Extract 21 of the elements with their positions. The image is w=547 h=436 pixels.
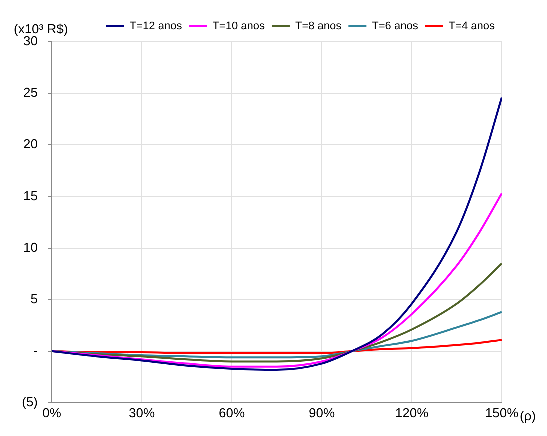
legend-label: T=4 anos xyxy=(448,20,496,33)
y-tick-label: 5 xyxy=(30,291,38,306)
y-tick-label: 15 xyxy=(24,188,38,204)
legend-label: T=6 anos xyxy=(372,20,419,33)
legend-label: T=12 anos xyxy=(130,20,183,33)
y-tick-label: (5) xyxy=(22,394,38,410)
line-series xyxy=(52,96,502,371)
line-series xyxy=(52,192,502,368)
x-tick-label: 30% xyxy=(128,405,156,420)
legend-label: T=8 anos xyxy=(295,20,342,33)
x-axis-title: (ρ) xyxy=(520,408,536,424)
x-tick-label: 90% xyxy=(308,405,336,420)
y-tick-label: 20 xyxy=(24,136,38,152)
x-tick-label: 0% xyxy=(42,405,62,420)
y-tick-label: 25 xyxy=(24,85,38,100)
y-tick-label: - xyxy=(34,343,38,358)
y-tick-label: 10 xyxy=(24,240,38,255)
x-tick-label: 150% xyxy=(485,405,520,420)
x-tick-label: 60% xyxy=(218,405,246,420)
legend-label: T=10 anos xyxy=(212,20,266,33)
x-tick-label: 120% xyxy=(395,405,430,420)
